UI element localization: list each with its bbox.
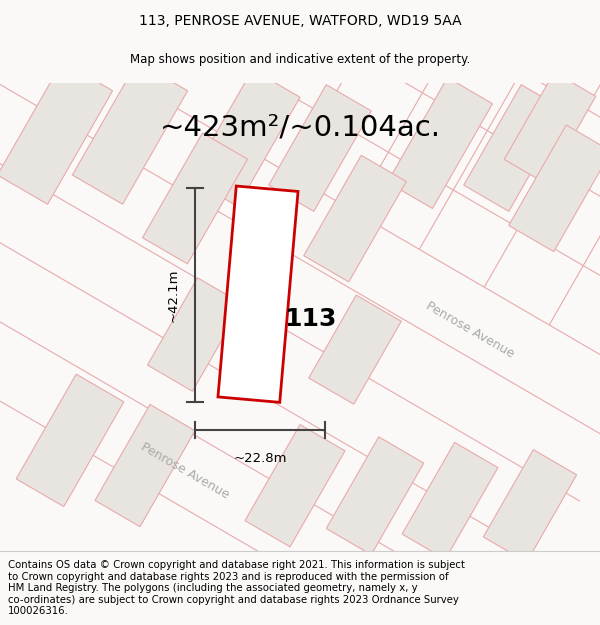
Polygon shape xyxy=(190,69,300,206)
Polygon shape xyxy=(484,449,577,562)
Polygon shape xyxy=(304,155,406,282)
Text: ~42.1m: ~42.1m xyxy=(167,269,179,322)
Text: Penrose Avenue: Penrose Avenue xyxy=(139,440,232,501)
Polygon shape xyxy=(16,374,124,507)
Text: ~423m²/~0.104ac.: ~423m²/~0.104ac. xyxy=(160,114,440,142)
Polygon shape xyxy=(464,85,566,211)
Polygon shape xyxy=(269,85,371,211)
Polygon shape xyxy=(142,133,248,264)
Polygon shape xyxy=(218,186,298,402)
Text: 113: 113 xyxy=(284,308,336,331)
Text: Contains OS data © Crown copyright and database right 2021. This information is : Contains OS data © Crown copyright and d… xyxy=(8,560,465,616)
Polygon shape xyxy=(245,424,345,547)
Polygon shape xyxy=(0,61,113,204)
Text: Map shows position and indicative extent of the property.: Map shows position and indicative extent… xyxy=(130,53,470,66)
Polygon shape xyxy=(148,278,242,391)
Text: Penrose Avenue: Penrose Avenue xyxy=(424,299,517,360)
Polygon shape xyxy=(388,78,493,209)
Polygon shape xyxy=(95,404,195,527)
Polygon shape xyxy=(326,437,424,555)
Text: ~22.8m: ~22.8m xyxy=(233,452,287,465)
Polygon shape xyxy=(402,442,498,559)
Polygon shape xyxy=(504,72,596,184)
Polygon shape xyxy=(509,125,600,252)
Text: 113, PENROSE AVENUE, WATFORD, WD19 5AA: 113, PENROSE AVENUE, WATFORD, WD19 5AA xyxy=(139,14,461,28)
Polygon shape xyxy=(309,295,401,404)
Polygon shape xyxy=(73,61,188,204)
